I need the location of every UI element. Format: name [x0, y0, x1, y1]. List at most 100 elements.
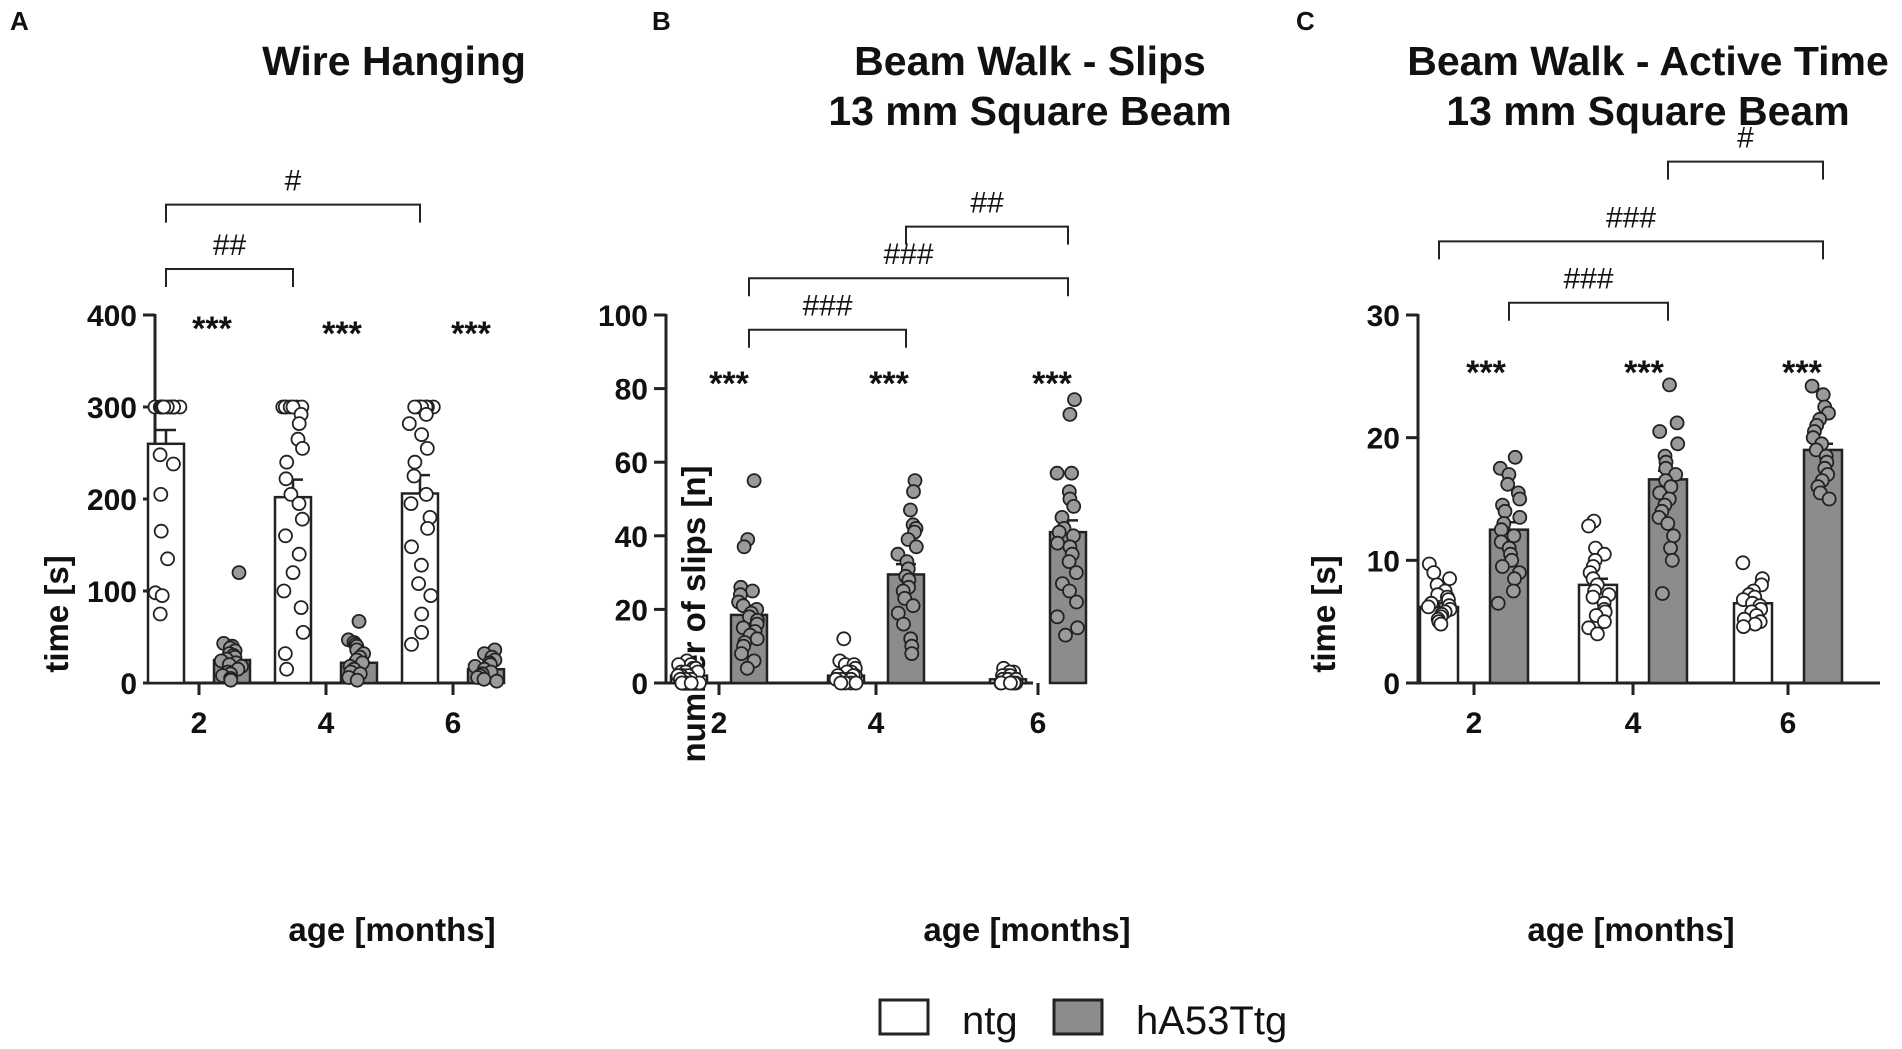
panel-c-data-point [1660, 516, 1676, 531]
panel-b-y-tick-label: 100 [598, 300, 648, 333]
panel-a-data-point [418, 486, 434, 502]
panel-c-data-point [1585, 589, 1601, 605]
panel-a-data-point [223, 672, 239, 688]
panel-b-data-point [896, 616, 911, 632]
panel-c-significance-label: *** [1624, 354, 1664, 392]
panel-b-data-point [904, 646, 920, 661]
panel-c-data-point [1507, 571, 1522, 587]
panel-c-data-point [1735, 555, 1751, 571]
panel-b-significance-label: *** [869, 365, 909, 403]
panel-c-data-point [1664, 552, 1680, 568]
panel-a-data-point [295, 625, 311, 640]
panel-b-data-point [746, 473, 762, 489]
panel-b-data-point [1003, 675, 1018, 691]
panel-b-data-point [749, 631, 765, 647]
panel-a-data-point [153, 523, 169, 539]
panel-c-data-point [1821, 491, 1837, 507]
panel-a-data-point [294, 511, 310, 527]
panel-a-y-tick-label: 100 [87, 576, 137, 609]
panel-b-data-point [1066, 498, 1082, 514]
panel-c-data-point [1512, 491, 1528, 507]
panel-a-x-tick-label: 4 [318, 707, 335, 740]
panel-a-comparison-bracket [165, 268, 294, 287]
panel-c-y-tick-label: 0 [1383, 668, 1400, 701]
panel-b-x-tick-label: 2 [711, 707, 728, 740]
panel-c-y-tick-label: 20 [1367, 423, 1400, 456]
panel-a-x-axis-label: age [months] [288, 911, 495, 948]
panel-b-y-tick-label: 80 [615, 374, 648, 407]
panel-a-data-point [414, 625, 430, 640]
panel-b-data-point [908, 539, 924, 555]
panel-b-data-point [906, 484, 921, 500]
panel-c-x-axis-label: age [months] [1527, 911, 1734, 948]
panel-b-title-line1: Beam Walk - Slips [854, 38, 1206, 84]
panel-c-data-point [1655, 586, 1670, 601]
panel-a-data-point [406, 468, 422, 484]
panel-b-data-point [1061, 554, 1077, 569]
panel-b-data-point [1068, 565, 1084, 580]
panel-a: A Wire Hanging time [s] age [months] 0 10… [10, 6, 526, 948]
panel-c-data-point [1669, 415, 1685, 431]
panel-a-data-point [283, 486, 299, 502]
panel-c-y-tick-label: 10 [1367, 545, 1400, 578]
panel-a-data-point [401, 416, 417, 432]
panel-c-data-point [1590, 626, 1605, 642]
panel-c-y-axis-label: time [s] [1305, 555, 1342, 672]
panel-c-data-point [1495, 559, 1510, 574]
panel-b-data-point [1049, 465, 1065, 481]
panel-a-y-tick-label: 300 [87, 392, 137, 425]
panel-c-data-point [1512, 510, 1528, 525]
panel-c-y-tick-label: 30 [1367, 300, 1400, 333]
panel-a-x-tick-label: 2 [191, 707, 208, 740]
panel-b-data-point [1058, 627, 1073, 643]
panel-a-data-point [277, 646, 293, 661]
panel-b-title-line2: 13 mm Square Beam [828, 88, 1231, 134]
panel-a-data-point [420, 521, 436, 536]
panel-b-comparison-bracket [748, 328, 907, 348]
panel-c-data-point [1490, 595, 1506, 611]
panel-c-x-tick-label: 2 [1466, 707, 1483, 740]
panel-c-title-line2: 13 mm Square Beam [1446, 88, 1849, 134]
panel-a-data-point [404, 637, 419, 652]
panel-b-data-point [1062, 406, 1078, 422]
panel-b-data-point [1070, 620, 1085, 636]
panel-c-data-point [1662, 377, 1677, 393]
panel-c-significance-label: *** [1466, 354, 1506, 392]
panel-a-y-tick-label: 200 [87, 484, 137, 517]
panel-a-data-point [231, 565, 247, 580]
panel-a-y-tick-label: 400 [87, 300, 137, 333]
panel-b-data-point [734, 646, 749, 661]
panel-a-data-point [419, 440, 435, 456]
panel-b-y-tick-label: 20 [615, 594, 648, 627]
panel-b-data-point [848, 675, 864, 691]
panel-c-data-point [1421, 599, 1436, 615]
panel-a-y-tick-label: 0 [120, 668, 137, 701]
panel-b-data-point [836, 631, 852, 647]
legend-swatch-ha53ttg [1052, 998, 1104, 1036]
panel-a-data-point [160, 551, 176, 567]
panel-b: B Beam Walk - Slips 13 mm Square Beam nu… [598, 6, 1232, 948]
panel-c-title-line1: Beam Walk - Active Time [1407, 38, 1889, 84]
panel-a-data-point [418, 406, 434, 422]
panel-a-data-point [413, 557, 429, 573]
panel-c-data-point [1670, 436, 1686, 452]
panel-a-significance-label: *** [322, 315, 362, 353]
panel-b-bracket-label: ### [802, 290, 852, 323]
panel-a-bracket-label: ## [213, 229, 247, 262]
panel-b-data-point [745, 583, 760, 599]
panel-a-comparison-bracket [165, 203, 421, 223]
panel-a-data-point [291, 546, 307, 562]
panel-b-letter: B [652, 6, 671, 36]
panel-b-data-point [1067, 392, 1082, 408]
panel-a-data-point [154, 588, 170, 603]
panel-b-y-tick-label: 40 [615, 521, 648, 554]
panel-a-bracket-label: # [285, 165, 302, 198]
panel-b-data-point [1062, 583, 1077, 599]
panel-c-comparison-bracket [1667, 160, 1824, 180]
panel-a-data-point [407, 454, 423, 470]
panel-c-data-point [1433, 616, 1449, 632]
panel-b-data-point [683, 675, 699, 691]
panel-a-data-point [276, 583, 292, 599]
